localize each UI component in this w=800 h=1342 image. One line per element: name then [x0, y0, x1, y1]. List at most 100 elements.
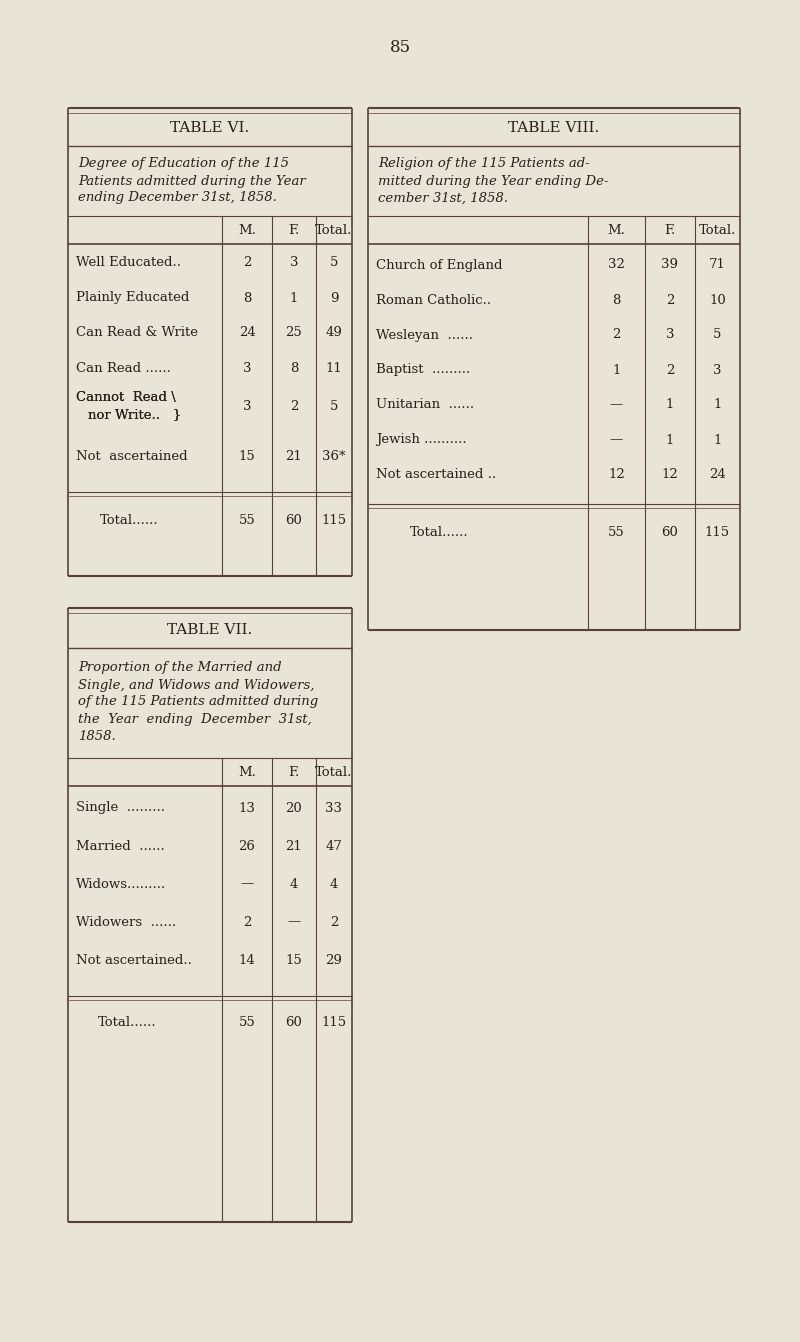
Text: 60: 60 — [286, 514, 302, 526]
Text: 1: 1 — [666, 433, 674, 447]
Text: —: — — [610, 433, 623, 447]
Text: 2: 2 — [666, 364, 674, 377]
Text: 3: 3 — [242, 400, 251, 412]
Text: 21: 21 — [286, 840, 302, 852]
Text: F.: F. — [288, 224, 300, 238]
Text: 12: 12 — [662, 468, 678, 482]
Text: Jewish ..........: Jewish .......... — [376, 433, 466, 447]
Text: ending December 31st, 1858.: ending December 31st, 1858. — [78, 192, 277, 204]
Text: 60: 60 — [286, 1016, 302, 1029]
Text: Well Educated..: Well Educated.. — [76, 256, 181, 270]
Text: Single  .........: Single ......... — [76, 801, 165, 815]
Text: 3: 3 — [714, 364, 722, 377]
Text: Baptist  .........: Baptist ......... — [376, 364, 470, 377]
Text: Can Read & Write: Can Read & Write — [76, 326, 198, 340]
Text: Total.: Total. — [315, 224, 353, 238]
Text: 2: 2 — [243, 915, 251, 929]
Text: Religion of the 115 Patients ad-: Religion of the 115 Patients ad- — [378, 157, 590, 170]
Text: 24: 24 — [709, 468, 726, 482]
Text: Unitarian  ......: Unitarian ...... — [376, 399, 474, 412]
Text: 2: 2 — [666, 294, 674, 306]
Text: 115: 115 — [705, 526, 730, 539]
Text: 12: 12 — [608, 468, 625, 482]
Text: 60: 60 — [662, 526, 678, 539]
Text: 47: 47 — [326, 840, 342, 852]
Text: 2: 2 — [612, 329, 621, 341]
Text: Church of England: Church of England — [376, 259, 502, 271]
Text: 21: 21 — [286, 450, 302, 463]
Text: 11: 11 — [326, 361, 342, 374]
Text: 4: 4 — [330, 878, 338, 891]
Text: 1: 1 — [612, 364, 621, 377]
Text: Proportion of the Married and: Proportion of the Married and — [78, 662, 282, 675]
Text: 71: 71 — [709, 259, 726, 271]
Text: 5: 5 — [330, 400, 338, 412]
Text: Not ascertained ..: Not ascertained .. — [376, 468, 496, 482]
Text: 55: 55 — [238, 1016, 255, 1029]
Text: 5: 5 — [330, 256, 338, 270]
Text: Not  ascertained: Not ascertained — [76, 450, 188, 463]
Text: Not ascertained..: Not ascertained.. — [76, 954, 192, 966]
Text: Widowers  ......: Widowers ...... — [76, 915, 176, 929]
Text: 1: 1 — [714, 433, 722, 447]
Text: the  Year  ending  December  31st,: the Year ending December 31st, — [78, 713, 312, 726]
Text: —: — — [240, 878, 254, 891]
Text: Total.: Total. — [699, 224, 736, 238]
Text: Patients admitted during the Year: Patients admitted during the Year — [78, 174, 306, 188]
Text: TABLE VI.: TABLE VI. — [170, 121, 250, 136]
Text: 1858.: 1858. — [78, 730, 116, 742]
Text: Cannot  Read \: Cannot Read \ — [76, 392, 176, 404]
Text: 8: 8 — [612, 294, 621, 306]
Text: of the 115 Patients admitted during: of the 115 Patients admitted during — [78, 695, 318, 709]
Text: F.: F. — [664, 224, 676, 238]
Text: 3: 3 — [290, 256, 298, 270]
Text: 55: 55 — [238, 514, 255, 526]
Text: 4: 4 — [290, 878, 298, 891]
Text: 15: 15 — [286, 954, 302, 966]
Text: cember 31st, 1858.: cember 31st, 1858. — [378, 192, 508, 204]
Text: Total......: Total...... — [98, 1016, 157, 1029]
Text: 1: 1 — [714, 399, 722, 412]
Text: 2: 2 — [330, 915, 338, 929]
Text: mitted during the Year ending De-: mitted during the Year ending De- — [378, 174, 609, 188]
Text: nor Write..   }: nor Write.. } — [88, 408, 182, 421]
Text: 3: 3 — [666, 329, 674, 341]
Text: Total......: Total...... — [410, 526, 469, 539]
Text: 20: 20 — [286, 801, 302, 815]
Text: Plainly Educated: Plainly Educated — [76, 291, 190, 305]
Text: 115: 115 — [322, 514, 346, 526]
Text: 55: 55 — [608, 526, 625, 539]
Text: 15: 15 — [238, 450, 255, 463]
Text: 8: 8 — [243, 291, 251, 305]
Text: 29: 29 — [326, 954, 342, 966]
Text: 32: 32 — [608, 259, 625, 271]
Text: —: — — [287, 915, 301, 929]
Text: 1: 1 — [666, 399, 674, 412]
Text: TABLE VIII.: TABLE VIII. — [508, 121, 600, 136]
Text: Total......: Total...... — [100, 514, 158, 526]
Text: 24: 24 — [238, 326, 255, 340]
Text: 49: 49 — [326, 326, 342, 340]
Text: —: — — [610, 399, 623, 412]
Text: Can Read ......: Can Read ...... — [76, 361, 171, 374]
Text: Widows.........: Widows......... — [76, 878, 166, 891]
Text: 115: 115 — [322, 1016, 346, 1029]
Text: Total.: Total. — [315, 766, 353, 780]
Text: nor Write..   }: nor Write.. } — [88, 408, 182, 421]
Text: M.: M. — [607, 224, 626, 238]
Text: F.: F. — [288, 766, 300, 780]
Text: 33: 33 — [326, 801, 342, 815]
Text: Single, and Widows and Widowers,: Single, and Widows and Widowers, — [78, 679, 314, 691]
Text: Cannot  Read \: Cannot Read \ — [76, 392, 176, 404]
Text: 39: 39 — [662, 259, 678, 271]
Text: 25: 25 — [286, 326, 302, 340]
Text: 14: 14 — [238, 954, 255, 966]
Text: M.: M. — [238, 224, 256, 238]
Text: 26: 26 — [238, 840, 255, 852]
Text: 1: 1 — [290, 291, 298, 305]
Text: 36*: 36* — [322, 450, 346, 463]
Text: Roman Catholic..: Roman Catholic.. — [376, 294, 491, 306]
Text: Wesleyan  ......: Wesleyan ...... — [376, 329, 473, 341]
Text: 8: 8 — [290, 361, 298, 374]
Text: Degree of Education of the 115: Degree of Education of the 115 — [78, 157, 289, 170]
